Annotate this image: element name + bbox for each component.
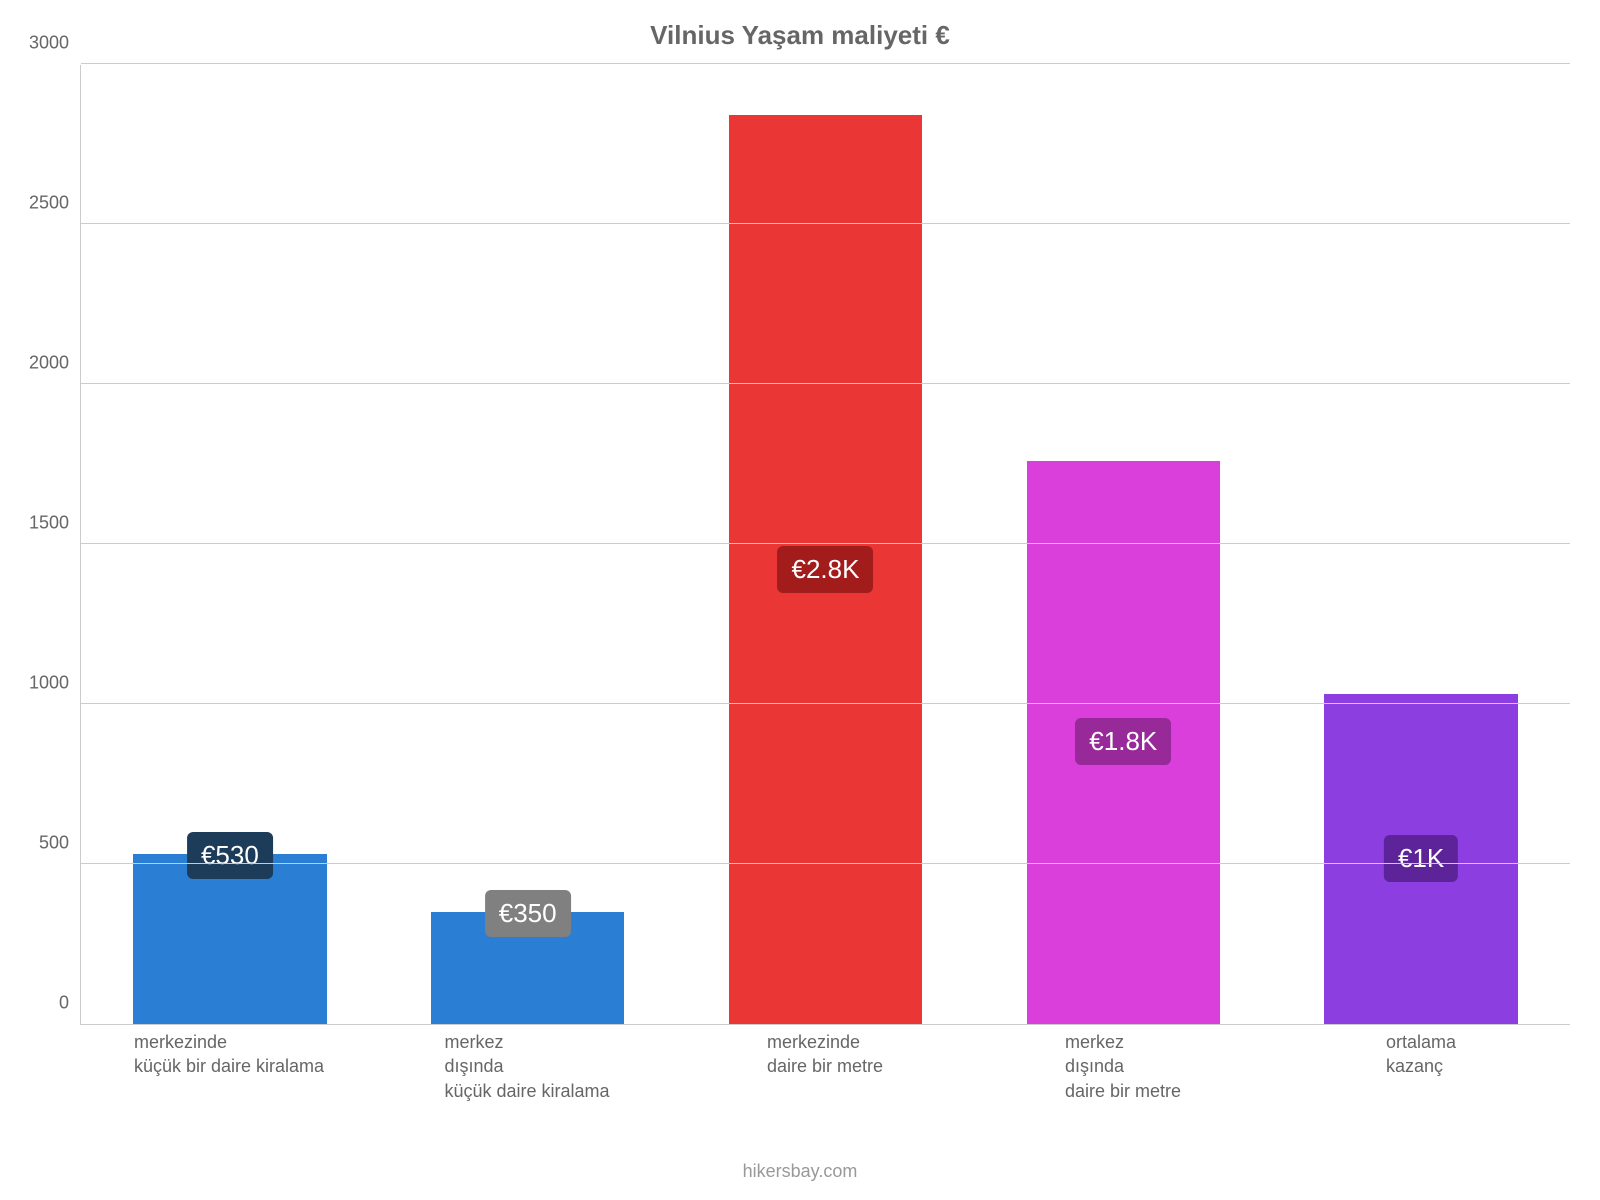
bar-sqm-center: €2.8K (729, 115, 923, 1024)
y-tick-label: 2500 (29, 193, 81, 214)
bar-slot: €2.8K (677, 65, 975, 1024)
gridline (81, 703, 1570, 704)
gridline (81, 223, 1570, 224)
gridline (81, 543, 1570, 544)
y-tick-label: 3000 (29, 33, 81, 54)
bars-group: €530 €350 €2.8K (81, 65, 1570, 1024)
bar-sqm-outside: €1.8K (1027, 461, 1221, 1024)
x-label: merkezinde daire bir metre (767, 1030, 883, 1103)
x-axis-labels: merkezinde küçük bir daire kiralama merk… (80, 1030, 1570, 1103)
y-tick-label: 2000 (29, 353, 81, 374)
attribution: hikersbay.com (0, 1161, 1600, 1182)
bar-slot: €530 (81, 65, 379, 1024)
y-tick-label: 500 (39, 833, 81, 854)
value-label: €1.8K (1089, 726, 1157, 756)
value-label: €530 (201, 840, 259, 870)
bar-slot: €1K (1272, 65, 1570, 1024)
gridline (81, 863, 1570, 864)
value-badge: €530 (187, 832, 273, 879)
bar-slot: €1.8K (974, 65, 1272, 1024)
x-label: ortalama kazanç (1386, 1030, 1456, 1103)
bar-slot: €350 (379, 65, 677, 1024)
value-badge: €2.8K (778, 546, 874, 593)
value-label: €350 (499, 898, 557, 928)
bar-avg-income: €1K (1324, 694, 1518, 1024)
x-label: merkezinde küçük bir daire kiralama (134, 1030, 324, 1103)
gridline (81, 63, 1570, 64)
bar-rent-outside: €350 (431, 912, 625, 1024)
gridline (81, 383, 1570, 384)
cost-of-living-chart: Vilnius Yaşam maliyeti € €530 €350 (0, 0, 1600, 1200)
value-badge: €1.8K (1075, 718, 1171, 765)
value-badge: €1K (1384, 835, 1458, 882)
value-label: €1K (1398, 843, 1444, 873)
y-tick-label: 1000 (29, 673, 81, 694)
x-label: merkez dışında daire bir metre (1065, 1030, 1181, 1103)
y-tick-label: 0 (59, 993, 81, 1014)
plot-area: €530 €350 €2.8K (80, 65, 1570, 1025)
chart-title: Vilnius Yaşam maliyeti € (0, 20, 1600, 51)
x-label: merkez dışında küçük daire kiralama (444, 1030, 609, 1103)
y-tick-label: 1500 (29, 513, 81, 534)
bar-rent-center: €530 (133, 854, 327, 1024)
value-label: €2.8K (792, 554, 860, 584)
value-badge: €350 (485, 890, 571, 937)
